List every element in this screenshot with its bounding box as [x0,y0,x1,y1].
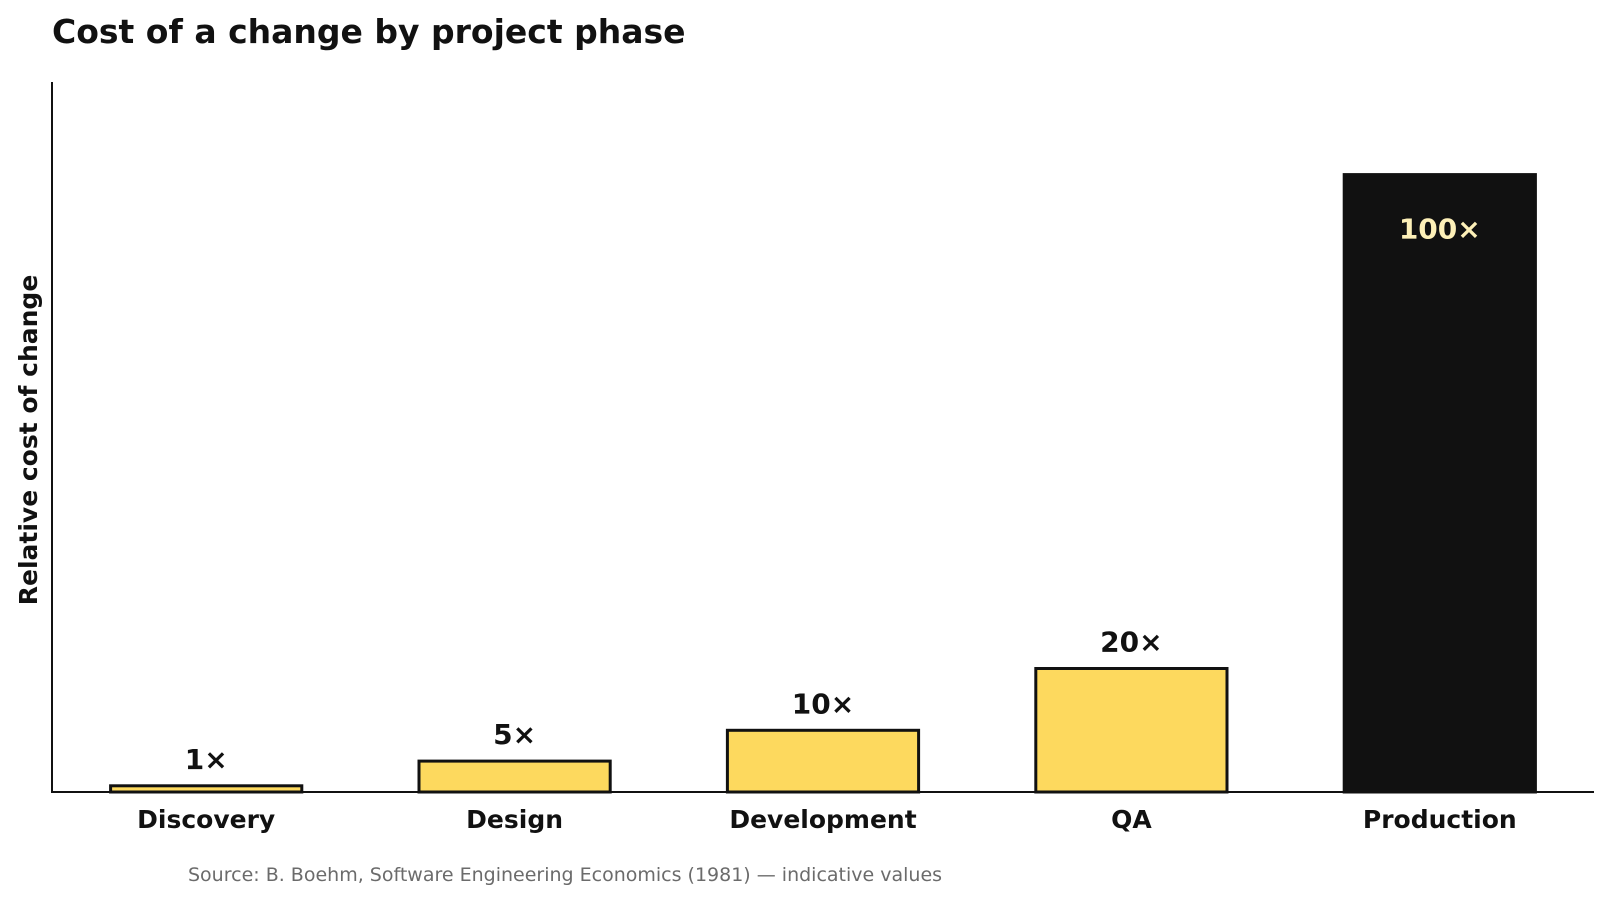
data-label-development: 10× [792,687,854,720]
bars-group [109,173,1537,794]
source-note: Source: B. Boehm, Software Engineering E… [188,864,942,886]
bar-production [1342,173,1537,794]
x-tick-label-discovery: Discovery [137,805,275,834]
data-labels-group: 1× 5× 10× 20× 100× [185,213,1481,776]
x-tick-label-design: Design [466,805,563,834]
data-label-production: 100× [1399,213,1481,246]
x-tick-label-production: Production [1363,805,1517,834]
x-tick-label-development: Development [729,805,916,834]
bar-qa [1034,667,1229,794]
data-label-discovery: 1× [185,743,228,776]
x-tick-labels-group: Discovery Design Development QA Production [137,805,1517,834]
bar-design [417,759,612,794]
data-label-design: 5× [493,718,536,751]
data-label-qa: 20× [1100,626,1162,659]
chart-title: Cost of a change by project phase [52,12,686,51]
bar-development [725,728,921,794]
x-tick-label-qa: QA [1111,805,1152,834]
y-axis-label: Relative cost of change [14,275,43,606]
